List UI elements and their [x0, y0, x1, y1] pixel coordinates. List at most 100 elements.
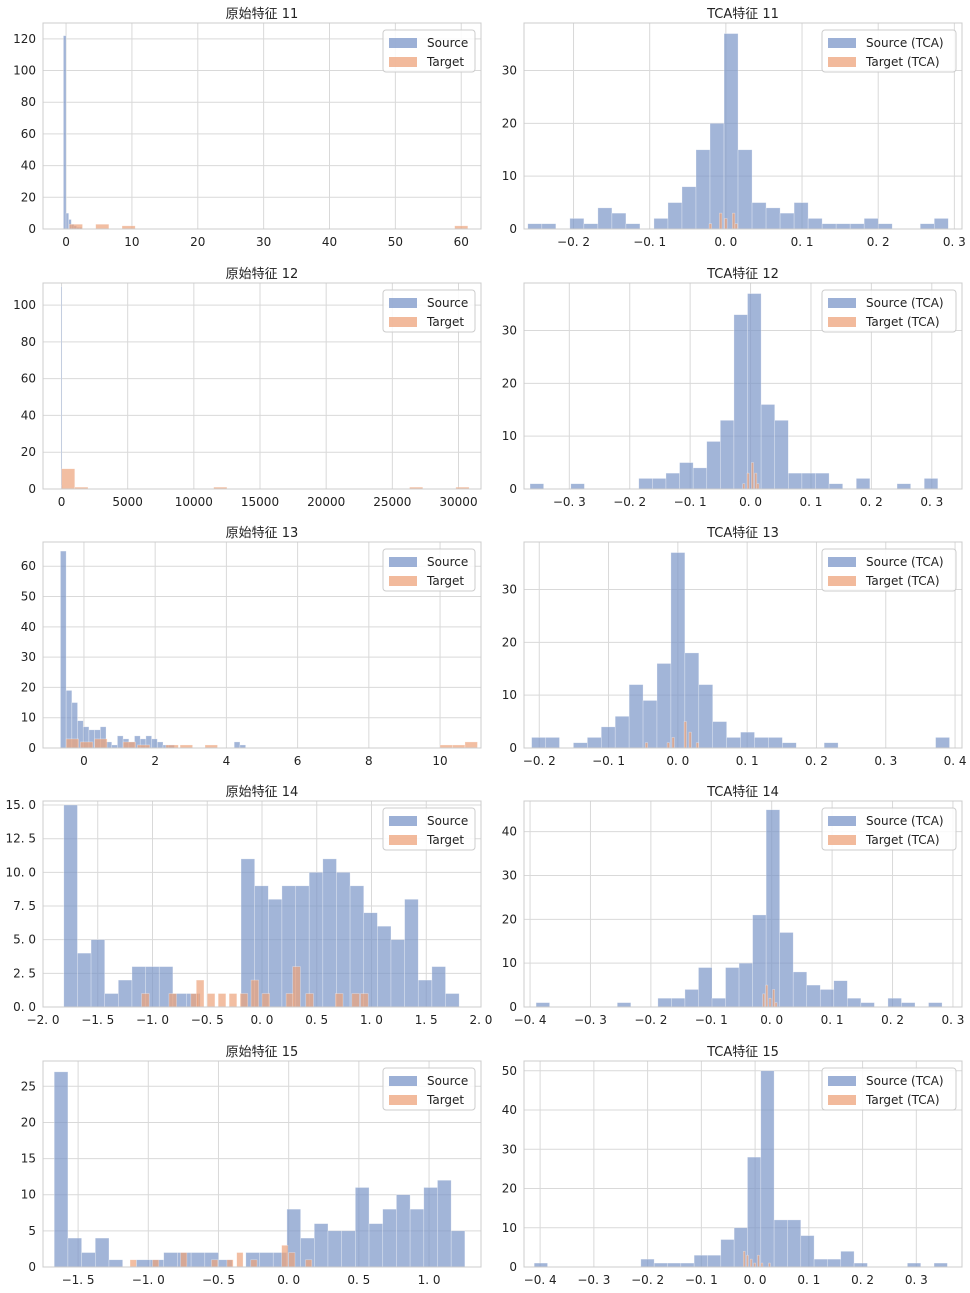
legend-label: Source (TCA)	[866, 1074, 944, 1088]
histogram-bar	[642, 700, 658, 749]
y-tick-label: 10. 0	[5, 865, 36, 879]
x-tick-label: −2. 0	[27, 1013, 60, 1027]
x-tick-label: 5000	[112, 495, 143, 509]
histogram-bar	[896, 483, 911, 490]
legend-swatch	[828, 557, 856, 567]
histogram-bar	[734, 223, 738, 230]
histogram-bar	[849, 223, 865, 230]
histogram-bar	[695, 742, 699, 749]
y-tick-label: 20	[21, 190, 36, 204]
x-tick-label: 6	[294, 754, 302, 768]
x-tick-label: 0	[62, 235, 70, 249]
x-tick-label: 0. 3	[905, 1273, 928, 1287]
histogram-bar	[747, 1156, 762, 1268]
legend: Source Target	[382, 29, 476, 73]
histogram-bar	[611, 212, 627, 230]
legend: Source Target	[382, 289, 476, 333]
histogram-bar	[335, 993, 344, 1008]
histogram-bar	[259, 1252, 274, 1268]
y-tick-label: 5	[28, 1224, 36, 1238]
histogram-bar	[746, 472, 750, 490]
chart-panel-8: −0. 4 −0. 3 −0. 2 −0. 1 0. 0 0. 1 0. 2 0. 3 0 10 2…	[502, 785, 965, 1027]
chart-title: TCA特征 14	[706, 785, 779, 800]
histogram-bar	[236, 1252, 244, 1268]
histogram-bar	[226, 1259, 234, 1268]
chart-title: TCA特征 11	[706, 7, 779, 22]
legend-label: Target	[426, 55, 464, 69]
chart-panel-2: −0. 2 −0. 1 0. 0 0. 1 0. 2 0. 3 0 10 20 30 TCA特征 1…	[502, 7, 966, 249]
histogram-bar	[684, 989, 699, 1008]
histogram-bar	[723, 33, 739, 230]
histogram-bar	[228, 993, 238, 1008]
histogram-bar	[754, 472, 758, 490]
plot-frame	[42, 800, 482, 1008]
plot-frame	[523, 1060, 963, 1268]
chart-title: TCA特征 15	[706, 1045, 779, 1060]
histogram-bar	[853, 1262, 868, 1268]
histogram-bar	[67, 1237, 82, 1268]
histogram-bar	[774, 420, 789, 490]
histogram-bar	[760, 404, 776, 490]
histogram-bar	[597, 207, 613, 230]
plot-frame	[42, 541, 482, 749]
histogram-bar	[250, 979, 260, 1008]
y-tick-label: 20	[21, 1115, 36, 1129]
histogram-bar	[190, 1252, 206, 1268]
histogram-bar	[569, 218, 585, 230]
histogram-bar	[349, 885, 365, 1008]
histogram-bar	[793, 202, 809, 230]
legend-label: Target (TCA)	[865, 1093, 940, 1107]
source-series	[533, 1070, 948, 1268]
histogram-bar	[751, 202, 767, 230]
histogram-bar	[724, 218, 728, 230]
legend-label: Source (TCA)	[866, 296, 944, 310]
y-tick-label: 0. 0	[13, 1000, 36, 1014]
histogram-bar	[907, 1262, 922, 1268]
x-tick-label: 0	[58, 495, 66, 509]
histogram-bar	[382, 1208, 397, 1268]
x-tick-label: 1. 0	[418, 1273, 441, 1287]
y-tick-label: 40	[21, 408, 36, 422]
y-tick-label: 20	[502, 912, 517, 926]
histogram-bar	[305, 1259, 313, 1268]
x-tick-label: 60	[454, 235, 469, 249]
x-tick-label: 0. 0	[666, 754, 689, 768]
histogram-bar	[217, 993, 227, 1008]
x-tick-label: 20	[190, 235, 205, 249]
legend-swatch	[828, 1095, 856, 1105]
legend-label: Target (TCA)	[865, 833, 940, 847]
histogram-bar	[671, 737, 675, 749]
histogram-bar	[765, 207, 781, 230]
histogram-bar	[196, 979, 205, 1008]
histogram-bar	[533, 1262, 548, 1268]
histogram-bar	[308, 872, 324, 1008]
source-series	[53, 1071, 466, 1268]
histogram-bar	[360, 993, 369, 1008]
histogram-bar	[305, 993, 314, 1008]
histogram-bar	[782, 742, 797, 749]
histogram-bar	[680, 1262, 695, 1268]
y-tick-label: 60	[21, 127, 36, 141]
histogram-bar	[94, 1237, 110, 1268]
legend-swatch	[389, 835, 417, 845]
histogram-bar	[800, 1235, 815, 1268]
histogram-bar	[692, 467, 708, 490]
legend-label: Target (TCA)	[865, 55, 940, 69]
histogram-bar	[206, 993, 216, 1008]
plot-frame	[42, 282, 482, 490]
x-tick-label: 0. 0	[760, 1013, 783, 1027]
y-tick-label: 30	[21, 650, 36, 664]
x-tick-label: −0. 3	[574, 1013, 607, 1027]
histogram-bar	[933, 1262, 948, 1268]
histogram-bar	[657, 997, 672, 1008]
histogram-bar	[840, 1251, 855, 1268]
histogram-bar	[531, 737, 546, 749]
x-tick-label: −0. 1	[674, 495, 707, 509]
histogram-bar	[288, 1252, 296, 1268]
x-tick-label: −0. 2	[523, 754, 556, 768]
y-tick-label: 25	[21, 1079, 36, 1093]
x-tick-label: 15000	[241, 495, 279, 509]
plot-frame	[523, 22, 963, 230]
plot-frame	[523, 282, 963, 490]
plot-frame	[42, 1060, 482, 1268]
